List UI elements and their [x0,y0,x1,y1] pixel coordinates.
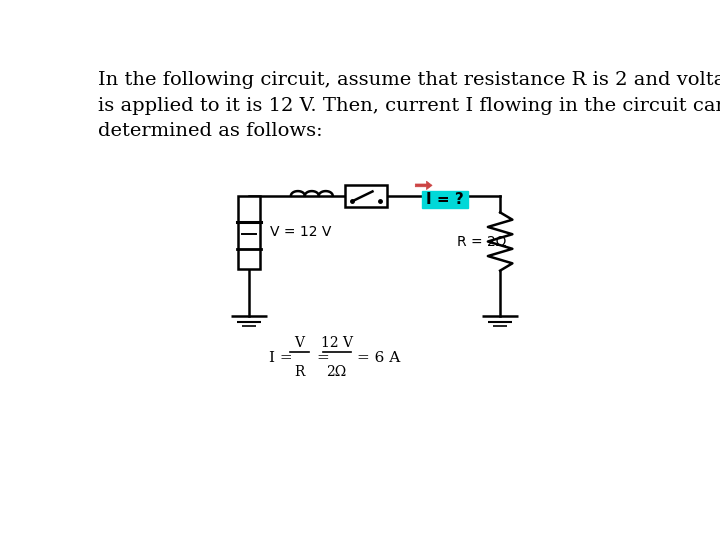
Text: V = 12 V: V = 12 V [270,225,331,239]
Text: R: R [294,366,305,380]
Text: In the following circuit, assume that resistance R is 2 and voltage V that
is ap: In the following circuit, assume that re… [98,71,720,140]
Text: 2Ω: 2Ω [326,366,347,380]
Bar [346,185,387,207]
Text: V: V [294,336,305,350]
Bar [422,191,468,208]
Text: = 6 A: = 6 A [356,351,400,365]
Bar [238,196,260,268]
Text: I = ?: I = ? [426,192,464,207]
Text: I =: I = [269,351,292,365]
Text: R = 2Ω: R = 2Ω [457,234,507,248]
Text: =: = [316,351,329,365]
Text: 12 V: 12 V [320,336,353,350]
